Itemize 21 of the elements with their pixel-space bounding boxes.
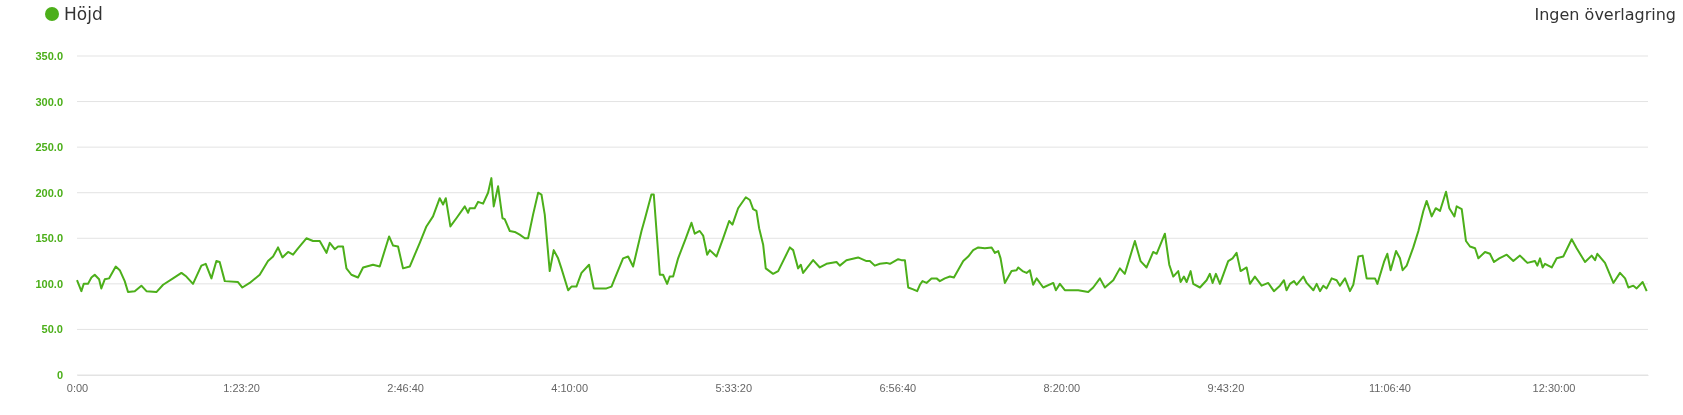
y-tick-label: 350.0 <box>35 50 63 63</box>
y-tick-label: 100.0 <box>35 277 63 290</box>
y-tick-label: 0 <box>56 369 63 382</box>
x-tick-label: 8:20:00 <box>1043 381 1081 394</box>
x-tick-label: 0:00 <box>66 381 89 394</box>
line-series <box>76 177 1648 294</box>
x-tick-label: 11:06:40 <box>1368 381 1411 394</box>
legend-label: Höjd <box>64 4 103 24</box>
x-tick-label: 5:33:20 <box>715 381 753 394</box>
y-tick-label: 50.0 <box>41 323 63 336</box>
x-tick-label: 2:46:40 <box>387 381 424 394</box>
x-tick-label: 6:56:40 <box>879 381 917 394</box>
text: Ingen överlagring <box>1534 5 1676 24</box>
x-tick-label: 12:30:00 <box>1532 381 1576 394</box>
y-tick-label: 300.0 <box>35 95 63 108</box>
x-tick-label: 1:23:20 <box>223 381 260 394</box>
y-tick-label: 200.0 <box>35 186 63 199</box>
y-tick-label: 150.0 <box>35 232 63 245</box>
y-tick-label: 250.0 <box>35 141 63 154</box>
x-tick-label: 9:43:20 <box>1207 381 1245 394</box>
x-tick-label: 4:10:00 <box>551 381 589 394</box>
